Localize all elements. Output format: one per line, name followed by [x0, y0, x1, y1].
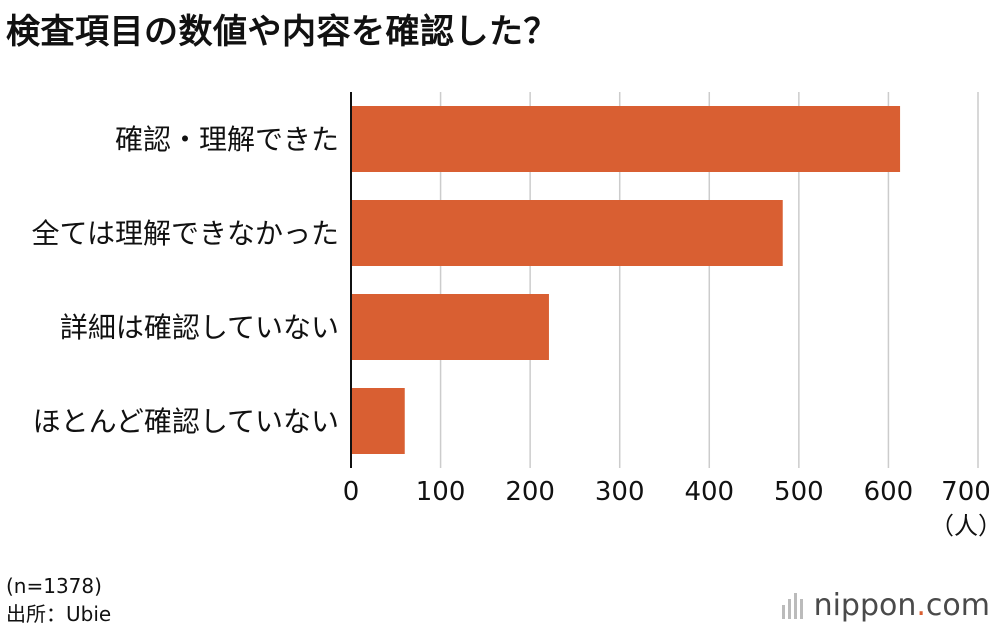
brand-mark-icon — [781, 592, 806, 619]
brand-name: nippon — [813, 588, 917, 623]
category-label-0: 確認・理解できた — [115, 123, 339, 156]
bar-0 — [351, 106, 901, 172]
bars — [351, 106, 901, 454]
bar-2 — [351, 294, 549, 360]
brand-logo: nippon. com — [781, 588, 990, 623]
x-tick-label-5: 500 — [774, 477, 824, 507]
x-tick-label-1: 100 — [416, 477, 466, 507]
bar-3 — [351, 388, 405, 454]
bar-1 — [351, 200, 783, 266]
x-tick-label-0: 0 — [343, 477, 360, 507]
category-label-3: ほとんど確認していない — [33, 405, 339, 438]
chart-title: 検査項目の数値や内容を確認した？ — [6, 12, 558, 52]
x-tick-label-6: 600 — [864, 477, 914, 507]
category-label-2: 詳細は確認していない — [60, 311, 339, 344]
brand-tld: com — [925, 588, 990, 623]
bar-chart: 確認・理解できた全ては理解できなかった詳細は確認していないほとんど確認していない… — [32, 92, 1000, 540]
brand-dot: . — [916, 588, 926, 623]
x-tick-label-7: 700 — [941, 477, 991, 507]
unit-label: （人） — [930, 512, 1000, 540]
x-tick-label-2: 200 — [505, 477, 555, 507]
x-tick-labels: 0 100 200 300 400 500 600 700 — [343, 477, 991, 507]
sample-size-note: (n=1378) — [6, 574, 102, 598]
source-note: 出所：Ubie — [6, 602, 112, 626]
category-label-1: 全ては理解できなかった — [32, 217, 339, 250]
x-tick-label-4: 400 — [684, 477, 734, 507]
x-tick-label-3: 300 — [595, 477, 645, 507]
